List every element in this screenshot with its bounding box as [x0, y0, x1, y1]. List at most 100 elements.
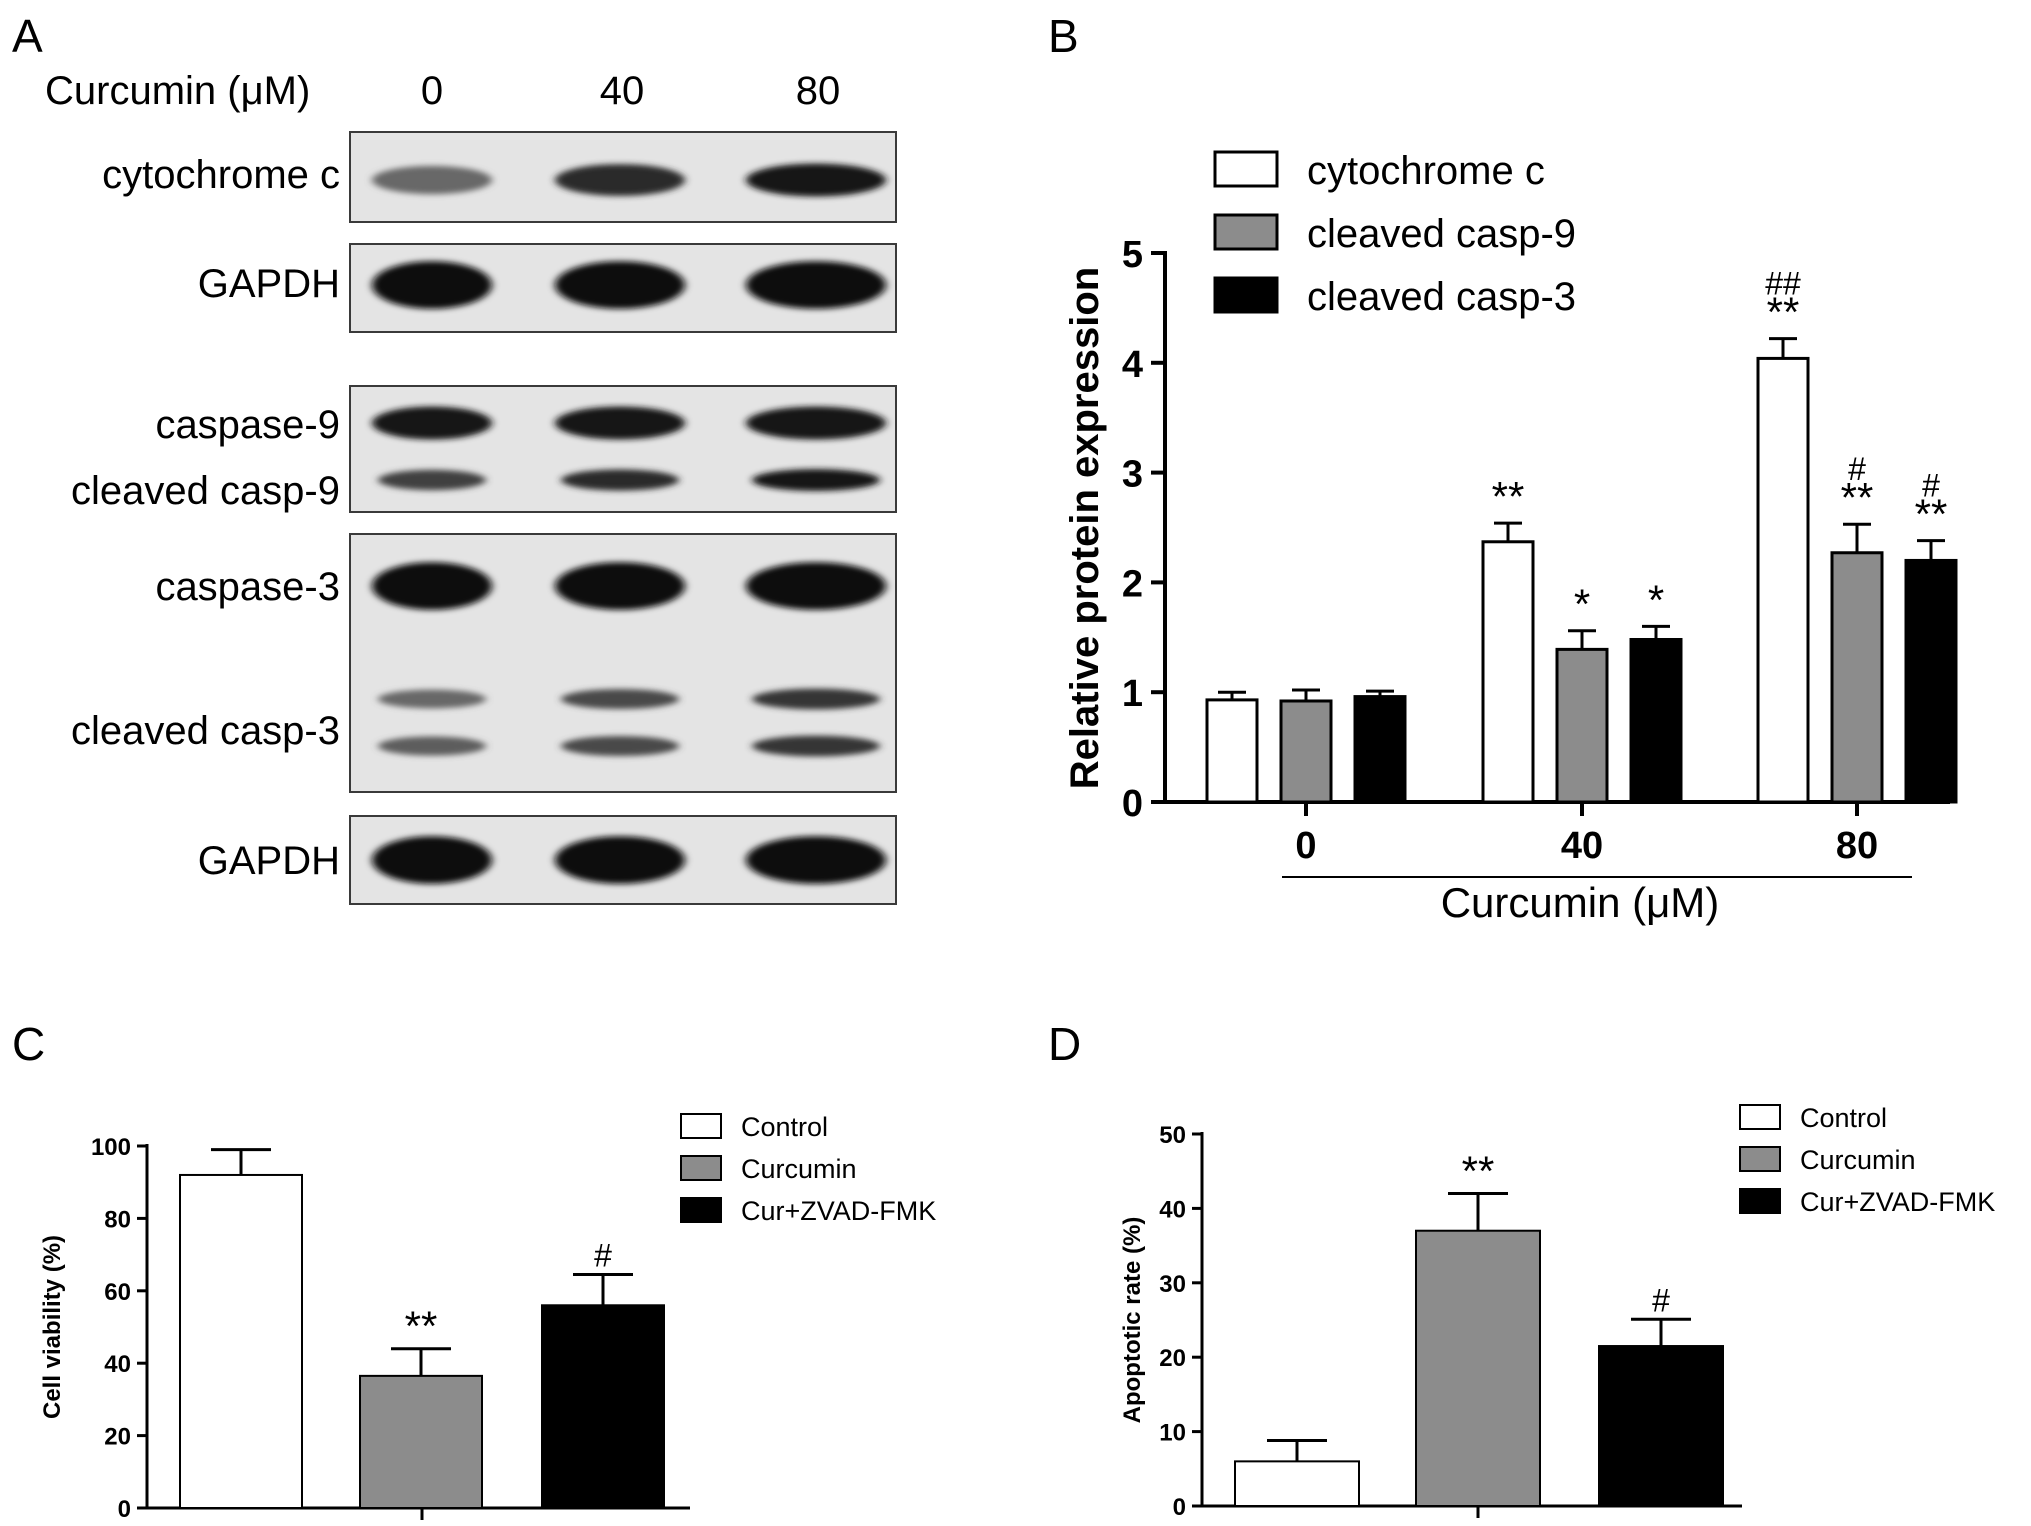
legend-swatch — [1213, 213, 1279, 251]
blot-band — [746, 406, 886, 440]
y-axis-label: Cell viability (%) — [39, 1235, 66, 1419]
panel-letter-c: C — [12, 1018, 45, 1070]
blot-row-label: cleaved casp-9 — [71, 469, 340, 513]
blot-band — [378, 736, 486, 756]
blot-row-label: cleaved casp-3 — [71, 709, 340, 753]
blot-row-label: cytochrome c — [102, 153, 340, 197]
y-tick-label: 10 — [1159, 1420, 1186, 1447]
significance-mark: ** — [1492, 473, 1525, 520]
legend-label: Cur+ZVAD-FMK — [741, 1196, 936, 1226]
y-axis-label: Relative protein expression — [1063, 267, 1107, 789]
legend-swatch — [1739, 1104, 1781, 1130]
blot-band — [555, 164, 685, 196]
bar-cur-zvad-fmk — [1598, 1345, 1724, 1508]
y-tick-label: 3 — [1122, 454, 1143, 496]
y-tick-label: 60 — [104, 1279, 131, 1306]
blot-band — [561, 689, 679, 709]
legend-swatch — [680, 1113, 722, 1139]
lane-label-0: 0 — [421, 69, 443, 113]
y-tick-label: 2 — [1122, 563, 1143, 605]
blot-band — [378, 469, 486, 491]
blot-row-label: GAPDH — [198, 262, 340, 306]
legend-label: cleaved casp-3 — [1307, 275, 1576, 319]
panel-letter-d: D — [1048, 1018, 1081, 1070]
blot-membrane — [349, 385, 897, 513]
blot-band — [746, 163, 886, 197]
legend-label: cytochrome c — [1307, 149, 1545, 193]
panel-letter-a: A — [12, 10, 43, 62]
legend-swatch — [680, 1155, 722, 1181]
blot-band — [561, 469, 679, 491]
significance-mark: # ** — [1841, 451, 1874, 521]
blot-header-label: Curcumin (μM) — [45, 69, 310, 113]
blot-band — [752, 735, 880, 757]
blot-band — [372, 165, 492, 195]
chart-d-apoptotic-rate: 0 10 20 30 40 50 Apoptotic rate (%) ** # Control C… — [1119, 1103, 1995, 1521]
x-axis-label: Curcumin (μM) — [1441, 879, 1720, 926]
significance-line: ** — [1492, 473, 1525, 520]
significance-mark: ** — [405, 1303, 438, 1350]
x-tick-label: 0 — [1295, 825, 1316, 867]
blot-band — [372, 836, 492, 884]
y-tick-label: 0 — [1122, 783, 1143, 825]
blot-band — [746, 562, 886, 610]
legend-label: Control — [741, 1112, 828, 1142]
significance-line: # — [1848, 451, 1866, 487]
bar-curcumin — [1415, 1229, 1541, 1507]
blot-band — [378, 689, 486, 709]
bar-cleaved-casp-9 — [1279, 699, 1333, 804]
x-tick-label: 80 — [1836, 825, 1878, 867]
significance-line: ** — [1767, 289, 1800, 336]
bar-cleaved-casp-3 — [1904, 558, 1958, 804]
significance-line: ** — [1841, 474, 1874, 521]
significance-line: ** — [1915, 491, 1948, 538]
bar-cur-zvad-fmk — [541, 1304, 665, 1510]
chart-c-cell-viability: 0 20 40 60 80 100 Cell viability (%) ** # Control… — [39, 1112, 936, 1523]
bar-cytochrome-c — [1481, 540, 1535, 804]
chart-b-protein-expression: 0 1 2 3 4 5 Relative protein expression 0 40 80 Cu… — [1063, 149, 1958, 926]
legend-label: Control — [1800, 1103, 1887, 1133]
bar-control — [1234, 1460, 1360, 1507]
significance-mark: # ** — [1915, 468, 1948, 538]
y-tick-label: 5 — [1122, 234, 1143, 276]
y-tick-label: 20 — [1159, 1345, 1186, 1372]
significance-line: * — [1648, 576, 1664, 623]
legend-swatch — [1213, 276, 1279, 314]
bar-cleaved-casp-9 — [1555, 647, 1609, 804]
bar-cytochrome-c — [1756, 356, 1810, 804]
significance-mark: # — [1652, 1282, 1670, 1318]
y-tick-label: 100 — [91, 1134, 131, 1161]
blot-band — [752, 688, 880, 710]
blot-band — [746, 836, 886, 884]
blot-row-label: caspase-3 — [155, 565, 340, 609]
legend-swatch — [1213, 150, 1279, 188]
blot-band — [752, 469, 880, 491]
significance-mark: * — [1648, 576, 1664, 623]
bar-cleaved-casp-3 — [1353, 695, 1407, 804]
y-tick-label: 0 — [1173, 1494, 1186, 1521]
blot-band — [555, 836, 685, 884]
y-tick-label: 4 — [1122, 344, 1143, 386]
blot-band — [746, 261, 886, 309]
x-tick-label: 40 — [1561, 825, 1603, 867]
bar-curcumin — [359, 1374, 483, 1509]
significance-mark: # — [594, 1238, 612, 1274]
western-blot-panel: Curcumin (μM) 0 40 80 cytochrome c GAPDH casp… — [45, 69, 897, 905]
blot-row-label: GAPDH — [198, 839, 340, 883]
blot-band — [555, 261, 685, 309]
significance-line: ## — [1765, 266, 1801, 302]
y-tick-label: 50 — [1159, 1122, 1186, 1149]
lane-label-80: 80 — [796, 69, 841, 113]
significance-line: # — [1922, 468, 1940, 504]
legend-label: Curcumin — [741, 1154, 857, 1184]
bar-cleaved-casp-3 — [1629, 637, 1683, 804]
y-tick-label: 1 — [1122, 673, 1143, 715]
y-axis-label: Apoptotic rate (%) — [1119, 1217, 1146, 1424]
significance-mark: ## ** — [1765, 266, 1801, 336]
lane-label-40: 40 — [600, 69, 645, 113]
y-tick-label: 40 — [104, 1351, 131, 1378]
legend-swatch — [1739, 1146, 1781, 1172]
blot-band — [561, 736, 679, 756]
legend-label: Cur+ZVAD-FMK — [1800, 1187, 1995, 1217]
